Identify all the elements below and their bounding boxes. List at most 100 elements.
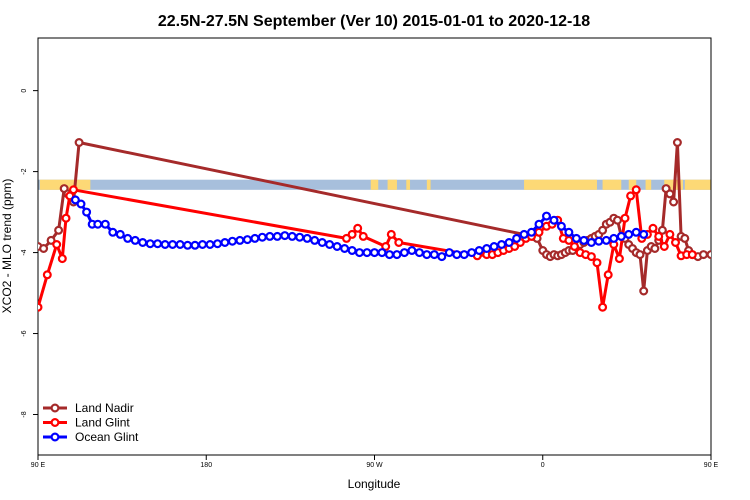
map-land-segment [370, 179, 379, 190]
data-point [620, 213, 630, 223]
data-point [168, 240, 178, 250]
data-point [665, 229, 675, 239]
data-point [235, 235, 245, 245]
data-point [332, 242, 342, 252]
data-point [52, 240, 62, 250]
data-point [108, 227, 118, 237]
data-point [510, 242, 520, 252]
data-point [325, 240, 335, 250]
data-point [220, 238, 230, 248]
data-point [670, 238, 680, 248]
data-point [437, 252, 447, 262]
legend-label: Land Glint [75, 416, 130, 430]
data-point [452, 250, 462, 260]
x-tick-label: 90 E [31, 462, 46, 469]
data-point [467, 248, 477, 258]
data-point [635, 250, 645, 260]
data-point [392, 250, 402, 260]
data-point [377, 248, 387, 258]
data-point [153, 239, 163, 249]
data-point [115, 229, 125, 239]
data-point [272, 231, 282, 241]
data-point [422, 250, 432, 260]
map-land-segment [684, 179, 711, 190]
legend-swatch-marker [50, 432, 60, 442]
data-point [386, 229, 396, 239]
data-point [639, 286, 649, 296]
data-point [594, 236, 604, 246]
map-land-segment [387, 179, 397, 190]
data-point [295, 232, 305, 242]
data-point [556, 221, 566, 231]
map-land-segment [602, 179, 622, 190]
data-point [474, 246, 484, 256]
map-land-segment [628, 179, 637, 190]
series-ocean-glint [70, 195, 649, 262]
data-point [42, 270, 52, 280]
data-point [54, 225, 64, 235]
data-point [598, 225, 608, 235]
legend-label: Land Nadir [75, 401, 134, 415]
data-point [100, 219, 110, 229]
data-point [317, 238, 327, 248]
data-point [504, 238, 514, 248]
data-point [459, 250, 469, 260]
data-point [512, 233, 522, 243]
y-tick-label: 0 [21, 89, 28, 93]
data-point [394, 238, 404, 248]
data-point [603, 270, 613, 280]
data-point [687, 250, 697, 260]
data-point [631, 185, 641, 195]
data-point [287, 231, 297, 241]
data-point [669, 197, 679, 207]
y-axis-ticks: 0 -2 -4 -6 -8 [21, 89, 38, 418]
legend-item: Land Nadir [43, 401, 134, 415]
data-point [429, 250, 439, 260]
data-point [213, 239, 223, 249]
data-point [310, 235, 320, 245]
x-tick-label: 180 [200, 462, 212, 469]
legend-item: Land Glint [43, 416, 130, 430]
data-point [68, 185, 78, 195]
data-point [39, 244, 49, 254]
data-point [130, 235, 140, 245]
data-point [579, 235, 589, 245]
y-tick-label: -8 [21, 411, 28, 417]
data-point [601, 235, 611, 245]
data-point [541, 211, 551, 221]
data-point [616, 231, 626, 241]
data-point [598, 302, 608, 312]
data-point [519, 229, 529, 239]
data-point [70, 195, 80, 205]
data-point [592, 258, 602, 268]
data-point [444, 248, 454, 258]
data-point [250, 233, 260, 243]
data-point [609, 233, 619, 243]
data-point [564, 227, 574, 237]
data-point [227, 236, 237, 246]
data-point [160, 240, 170, 250]
data-point [534, 219, 544, 229]
data-point [257, 232, 267, 242]
data-point [614, 254, 624, 264]
data-point [198, 240, 208, 250]
data-point [564, 235, 574, 245]
data-point [407, 246, 417, 256]
data-point [138, 238, 148, 248]
data-point [639, 229, 649, 239]
data-point [414, 248, 424, 258]
data-point [612, 215, 622, 225]
x-axis-label: Longitude [348, 477, 401, 491]
data-point [586, 252, 596, 262]
data-point [489, 242, 499, 252]
data-point [534, 227, 544, 237]
legend-label: Ocean Glint [75, 430, 139, 444]
map-land-segment [426, 179, 431, 190]
data-point [526, 227, 536, 237]
data-point [665, 189, 675, 199]
data-point [190, 240, 200, 250]
data-point [242, 235, 252, 245]
data-point [175, 240, 185, 250]
